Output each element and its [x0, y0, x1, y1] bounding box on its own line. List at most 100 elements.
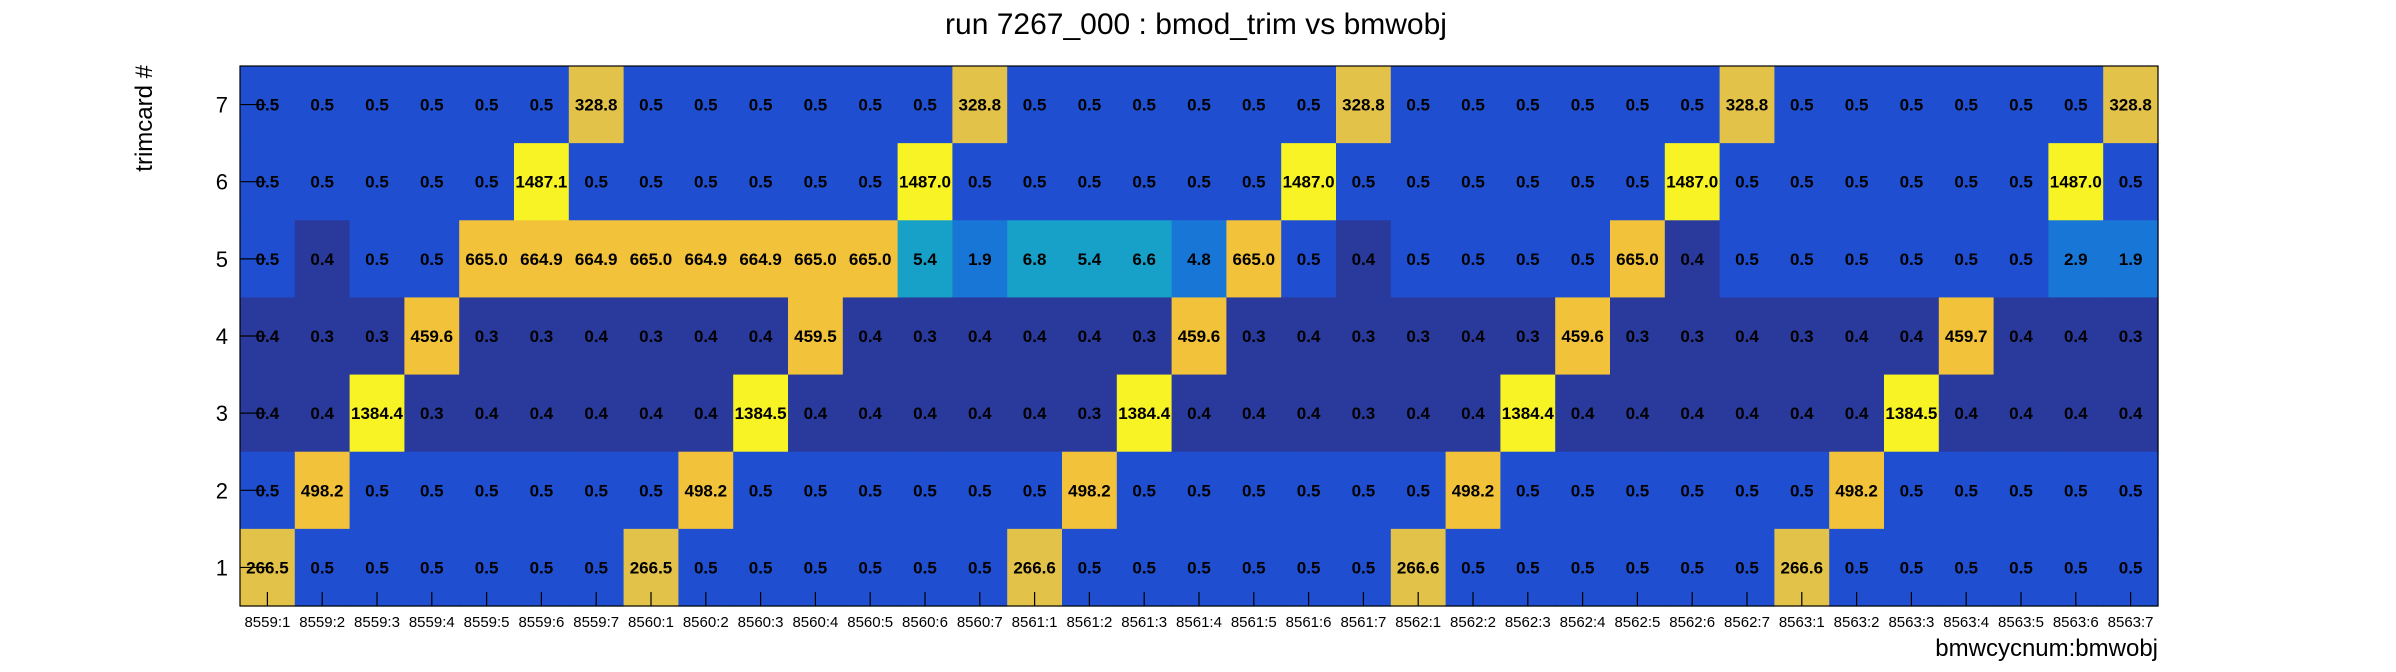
heatmap-cell — [897, 66, 953, 144]
cell-value-label: 0.5 — [1735, 173, 1759, 192]
cell-value-label: 0.4 — [2064, 404, 2088, 423]
heatmap-cell — [568, 143, 625, 221]
heatmap-cell — [788, 374, 844, 453]
x-tick-label: 8561:1 — [1012, 614, 1058, 631]
cell-value-label: 0.5 — [365, 250, 389, 269]
heatmap-cell — [1445, 451, 1501, 530]
heatmap-cell — [842, 451, 899, 530]
cell-value-label: 0.5 — [1406, 173, 1430, 192]
heatmap-cell — [1555, 66, 1611, 144]
heatmap-cell — [897, 220, 953, 299]
cell-value-label: 498.2 — [1452, 481, 1495, 500]
cell-value-label: 0.5 — [2064, 481, 2088, 500]
cell-value-label: 266.6 — [1781, 558, 1824, 577]
cell-value-label: 0.4 — [2064, 327, 2088, 346]
cell-value-label: 0.5 — [1571, 96, 1595, 115]
cell-value-label: 0.5 — [968, 173, 992, 192]
cell-value-label: 0.5 — [749, 481, 773, 500]
cell-value-label: 1487.0 — [899, 173, 951, 192]
x-tick-label: 8559:6 — [518, 614, 564, 631]
cell-value-label: 0.4 — [858, 404, 882, 423]
heatmap-cell — [1336, 66, 1392, 144]
cell-value-label: 664.9 — [739, 250, 782, 269]
cell-value-label: 0.4 — [858, 327, 882, 346]
heatmap-cell — [1336, 143, 1392, 221]
heatmap-cell — [349, 297, 405, 376]
cell-value-label: 0.5 — [1132, 96, 1156, 115]
heatmap-cell — [294, 374, 351, 453]
heatmap-cell — [1829, 143, 1885, 221]
cell-value-label: 498.2 — [1835, 481, 1878, 500]
heatmap-cell — [294, 297, 351, 376]
heatmap-cell — [1555, 297, 1611, 376]
cell-value-label: 0.3 — [1078, 404, 1102, 423]
cell-value-label: 0.5 — [1406, 481, 1430, 500]
heatmap-cell — [1500, 66, 1556, 144]
cell-value-label: 0.5 — [1242, 173, 1266, 192]
cell-value-label: 498.2 — [685, 481, 728, 500]
cell-value-label: 0.5 — [1352, 558, 1376, 577]
cell-value-label: 0.4 — [1297, 327, 1321, 346]
cell-value-label: 0.5 — [804, 558, 828, 577]
heatmap-cell — [1007, 66, 1063, 144]
heatmap-cell — [1226, 297, 1282, 376]
heatmap-cell — [2048, 374, 2104, 453]
heatmap-cell — [678, 451, 734, 530]
cell-value-label: 0.5 — [1680, 96, 1704, 115]
cell-value-label: 0.4 — [2119, 404, 2143, 423]
heatmap-cell — [2048, 220, 2104, 299]
x-tick-label: 8560:3 — [738, 614, 784, 631]
heatmap-cell — [623, 297, 679, 376]
heatmap-cell — [1336, 451, 1392, 530]
heatmap-cell — [514, 220, 570, 299]
heatmap-cell — [1500, 297, 1556, 376]
heatmap-cell — [1336, 220, 1392, 299]
cell-value-label: 0.5 — [475, 173, 499, 192]
heatmap-cell — [733, 451, 789, 530]
cell-value-label: 0.4 — [1242, 404, 1266, 423]
cell-value-label: 0.4 — [1900, 327, 1924, 346]
cell-value-label: 4.8 — [1187, 250, 1211, 269]
heatmap-cell — [1445, 143, 1501, 221]
heatmap-cell — [1774, 297, 1830, 376]
heatmap-cell — [404, 143, 460, 221]
heatmap-cell — [623, 220, 679, 299]
cell-value-label: 0.5 — [2009, 558, 2033, 577]
heatmap-cell — [349, 220, 405, 299]
heatmap-cell — [1774, 451, 1830, 530]
cell-value-label: 0.5 — [2009, 173, 2033, 192]
heatmap-cell — [1884, 143, 1940, 221]
cell-value-label: 0.3 — [913, 327, 937, 346]
y-tick-label: 6 — [216, 170, 228, 195]
cell-value-label: 665.0 — [465, 250, 508, 269]
heatmap-cell — [1281, 143, 1337, 221]
heatmap-cell — [1116, 451, 1173, 530]
heatmap-cell — [459, 451, 515, 530]
cell-value-label: 0.5 — [1023, 173, 1047, 192]
heatmap-cell — [404, 66, 460, 144]
heatmap-cell — [1993, 374, 2049, 453]
cell-value-label: 664.9 — [520, 250, 563, 269]
heatmap-cell — [459, 220, 515, 299]
cell-value-label: 0.5 — [1735, 558, 1759, 577]
heatmap-cell — [349, 143, 405, 221]
heatmap-cell — [733, 220, 789, 299]
heatmap-cell — [952, 66, 1008, 144]
cell-value-label: 0.5 — [420, 558, 444, 577]
cell-value-label: 0.3 — [1132, 327, 1156, 346]
heatmap-cell — [1610, 66, 1666, 144]
heatmap-cell — [1171, 66, 1227, 144]
heatmap-cell — [1007, 220, 1063, 299]
cell-value-label: 0.5 — [749, 558, 773, 577]
heatmap-cell — [1171, 143, 1227, 221]
heatmap-cell — [514, 143, 570, 221]
heatmap-cell — [897, 297, 953, 376]
heatmap-cell — [1500, 143, 1556, 221]
cell-value-label: 0.5 — [639, 173, 663, 192]
heatmap-cell — [1555, 220, 1611, 299]
cell-value-label: 0.5 — [1132, 558, 1156, 577]
heatmap-cell — [1610, 451, 1666, 530]
cell-value-label: 0.5 — [1626, 96, 1650, 115]
